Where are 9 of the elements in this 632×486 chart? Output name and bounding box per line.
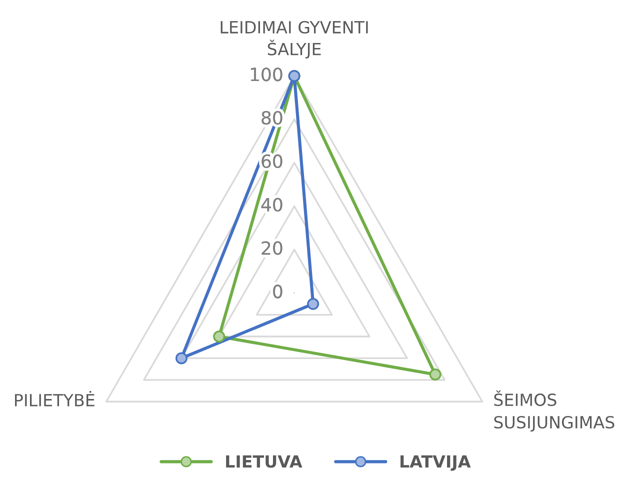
y-tick-label: 0 <box>273 284 282 298</box>
legend-label: LIETUVA <box>226 455 302 468</box>
y-tick-label: 40 <box>261 198 282 212</box>
y-tick-label: 100 <box>250 68 282 82</box>
spoke-label: LEIDIMAI GYVENTI ŠALYJE <box>220 20 368 58</box>
spoke-label: ŠEIMOS SUSIJUNGIMAS <box>494 390 614 432</box>
legend-label: LATVIJA <box>400 455 471 471</box>
spoke-label: PILIETYBĖ <box>15 391 94 406</box>
y-tick-label: 20 <box>262 241 282 255</box>
